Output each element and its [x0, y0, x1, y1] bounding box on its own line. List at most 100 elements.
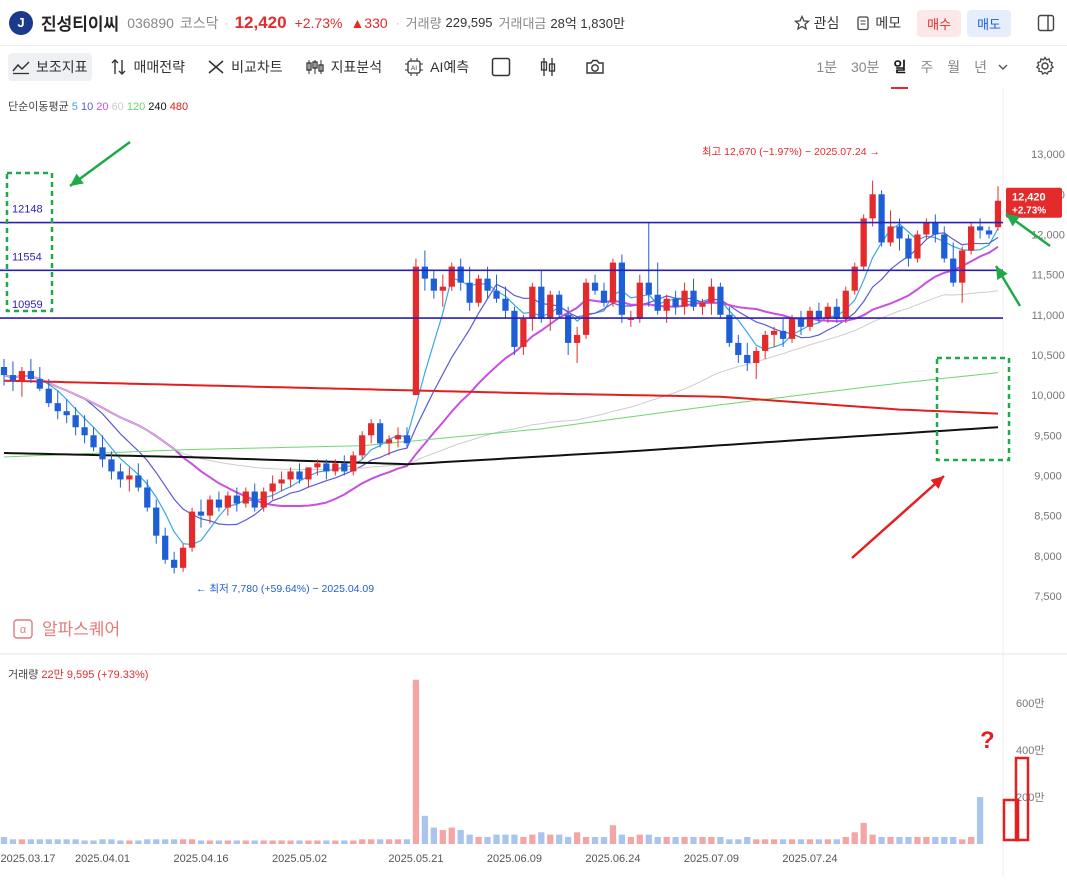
period-option-4[interactable]: 월 — [947, 59, 961, 75]
candle-body — [654, 294, 661, 311]
ma-legend-480: 480 — [170, 101, 188, 113]
candle-body — [573, 334, 581, 343]
volume-bar — [341, 840, 348, 844]
volume-bar — [323, 840, 330, 844]
ai-predict-button[interactable]: AI AI예측 — [400, 53, 473, 81]
support-line-label: 10959 — [12, 299, 43, 311]
watch-button[interactable]: 관심 — [793, 13, 839, 33]
screenshot-button[interactable] — [581, 53, 615, 81]
volume-bar — [171, 839, 178, 844]
volume-bar — [153, 839, 160, 844]
ma-legend-60: 60 — [112, 101, 127, 113]
indicators-button[interactable]: 보조지표 — [8, 53, 92, 81]
panel-toggle-icon[interactable] — [1037, 14, 1055, 32]
memo-button[interactable]: 메모 — [855, 13, 901, 33]
volume-bar — [735, 839, 742, 844]
stock-name[interactable]: 진성티이씨 — [41, 15, 120, 34]
candle-body — [54, 403, 61, 412]
volume-bar — [538, 832, 545, 844]
x-tick-label: 2025.05.02 — [272, 853, 327, 865]
volume-bar — [968, 836, 975, 844]
last-change-label: +2.73% — [1012, 206, 1046, 217]
analysis-label: 지표분석 — [330, 59, 383, 75]
volume-bar — [779, 839, 787, 844]
candle-body — [511, 310, 518, 347]
volume-bar — [600, 836, 608, 844]
high-annotation: 최고 12,670 (−1.97%) − 2025.07.24 → — [702, 146, 880, 158]
volume-bar — [63, 839, 70, 844]
volume-bar — [609, 825, 617, 844]
candle-body — [923, 222, 930, 235]
volume-legend: 거래량 22만 9,595 (+79.33%) — [8, 668, 148, 681]
volume-bar — [403, 839, 411, 844]
candle-body — [278, 479, 285, 484]
candle-body — [448, 266, 455, 287]
y-tick-label: 10,500 — [1031, 350, 1065, 362]
compare-button[interactable]: 비교차트 — [203, 53, 287, 81]
candle-body — [126, 475, 133, 480]
indicators-label: 보조지표 — [36, 59, 88, 75]
volume-bar — [914, 836, 921, 844]
candle-body — [305, 467, 312, 480]
candle-body — [788, 318, 796, 339]
x-tick-label: 2025.06.24 — [585, 853, 640, 865]
volume-bar — [744, 836, 751, 844]
volume-bar — [529, 834, 536, 844]
candle-body — [36, 379, 43, 389]
candle-body — [681, 290, 688, 307]
volume-bar — [556, 834, 563, 844]
period-option-0[interactable]: 1분 — [816, 59, 837, 75]
volume-bar — [251, 840, 258, 844]
header-actions: 관심 메모 매수 매도 — [793, 0, 1067, 46]
chevron-down-icon[interactable] — [997, 61, 1009, 73]
volume-bar — [0, 836, 8, 844]
candle-body — [153, 507, 160, 536]
price-chart[interactable]: 단순이동평균 5 10 20 60 120 240 480 12148 11554… — [0, 88, 1067, 877]
candle-body — [833, 306, 840, 319]
square-tool-button[interactable] — [487, 53, 521, 81]
volume-bar — [197, 840, 205, 844]
ma-legend-10: 10 — [81, 101, 96, 113]
volume-bar — [690, 836, 697, 844]
period-option-5[interactable]: 년 — [974, 59, 987, 75]
candle-analysis-icon — [305, 60, 324, 74]
candle-body — [332, 463, 339, 472]
candle-body — [582, 282, 590, 335]
candle-type-button[interactable] — [535, 53, 567, 81]
ma60-line — [3, 290, 999, 470]
volume-bar — [412, 679, 420, 844]
indicator-icon — [12, 61, 30, 75]
period-option-2[interactable]: 일 — [891, 59, 909, 89]
candle-body — [287, 471, 294, 480]
candle-body — [341, 463, 348, 472]
volume-bar — [959, 839, 966, 844]
period-option-1[interactable]: 30분 — [850, 59, 880, 75]
candle-body — [251, 491, 258, 508]
candle-body — [403, 435, 411, 444]
volume-bar — [717, 836, 724, 844]
volume-bar — [269, 840, 276, 844]
period-option-3[interactable]: 주 — [920, 59, 934, 75]
sell-button[interactable]: 매도 — [967, 9, 1011, 37]
candle-body — [717, 286, 724, 315]
volume-bar — [421, 815, 429, 844]
strategy-button[interactable]: 매매전략 — [106, 53, 190, 81]
x-tick-label: 2025.04.01 — [75, 853, 130, 865]
candle-body — [842, 290, 849, 319]
chart-area[interactable]: 단순이동평균 5 10 20 60 120 240 480 12148 11554… — [0, 88, 1067, 877]
volume-bar — [923, 836, 930, 844]
volume-bar — [117, 840, 124, 844]
ai-chip-icon: AI — [405, 58, 424, 76]
analysis-button[interactable]: 지표분석 — [301, 53, 387, 81]
candle-body — [45, 388, 52, 404]
candle-body — [645, 282, 652, 295]
settings-gear-icon[interactable] — [1035, 56, 1055, 76]
buy-button[interactable]: 매수 — [917, 9, 962, 37]
ma-legend-label: 단순이동평균 — [8, 100, 72, 113]
volume-bar — [27, 839, 34, 844]
candle-body — [968, 226, 975, 251]
volume-bar — [162, 839, 169, 844]
volume-bar — [493, 834, 500, 844]
strategy-label: 매매전략 — [133, 59, 186, 75]
volume-bar — [179, 839, 187, 844]
